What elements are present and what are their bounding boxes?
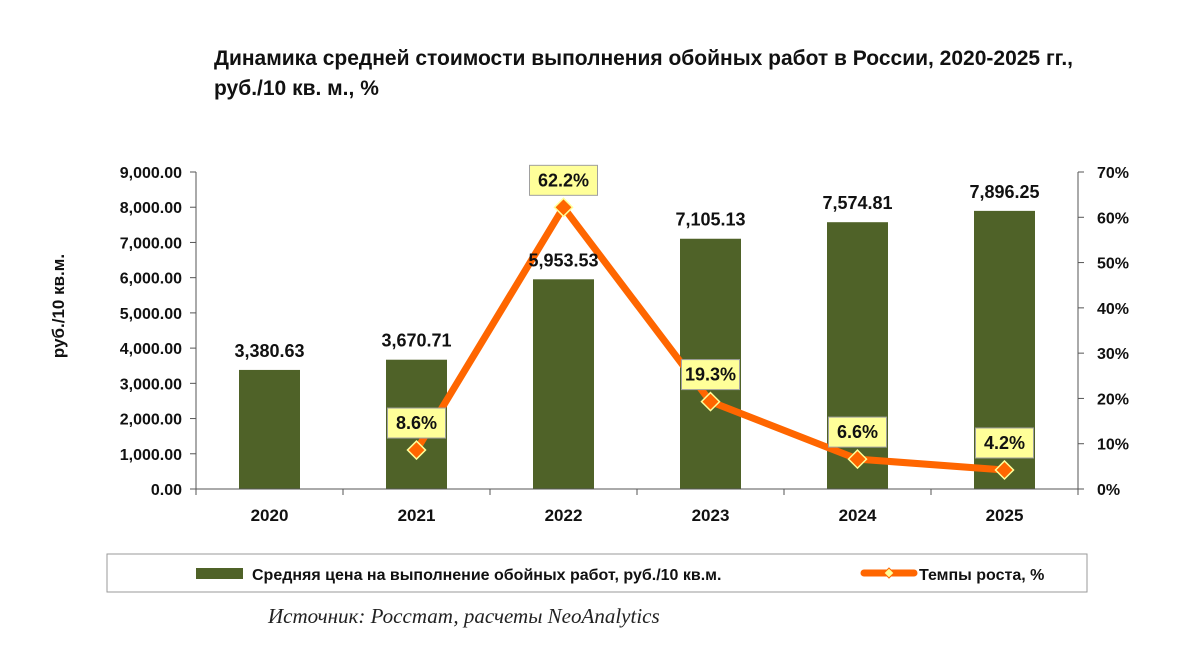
growth-line-layer <box>406 197 1015 481</box>
left-tick-label: 4,000.00 <box>120 341 182 358</box>
right-tick-label: 60% <box>1097 210 1129 227</box>
growth-label-text: 62.2% <box>538 170 589 190</box>
bar-value-label: 7,105.13 <box>675 210 745 230</box>
bars-layer <box>239 210 1035 489</box>
left-tick-label: 5,000.00 <box>120 306 182 323</box>
x-tick-label: 2025 <box>986 506 1024 525</box>
right-tick-label: 70% <box>1097 165 1129 182</box>
growth-label-text: 19.3% <box>685 365 736 385</box>
growth-label: 6.6% <box>828 416 887 448</box>
legend: Средняя цена на выполнение обойных работ… <box>106 553 1088 593</box>
growth-label-box <box>681 359 740 391</box>
growth-marker <box>406 439 427 461</box>
left-tick-label: 0.00 <box>151 482 182 499</box>
right-tick-label: 10% <box>1097 437 1129 454</box>
growth-label-text: 6.6% <box>837 422 878 442</box>
left-tick-label: 2,000.00 <box>120 412 182 429</box>
legend-box <box>106 553 1088 593</box>
axes-layer: 0.00 1,000.00 2,000.00 3,000.00 4,000.00 5,00… <box>49 165 1129 525</box>
left-tick-label: 9,000.00 <box>120 165 182 182</box>
growth-label-text: 4.2% <box>984 433 1025 453</box>
growth-label-box <box>387 407 446 439</box>
left-tick-label: 6,000.00 <box>120 271 182 288</box>
x-tick-label: 2024 <box>839 506 877 525</box>
right-tick-label: 30% <box>1097 346 1129 363</box>
labels-layer: 3,380.63 3,670.71 5,953.53 7,105.13 7,574.81… <box>234 164 1040 459</box>
right-tick-label: 20% <box>1097 391 1129 408</box>
legend-line-label: Темпы роста, % <box>919 567 1044 584</box>
growth-label-box <box>975 427 1034 459</box>
bar-value-label: 7,896.25 <box>969 182 1039 202</box>
x-tick-label: 2023 <box>692 506 730 525</box>
chart-title: Динамика средней стоимости выполнения об… <box>214 47 1074 100</box>
legend-bar-swatch <box>196 568 243 579</box>
growth-marker <box>553 197 574 218</box>
right-tick-label: 50% <box>1097 256 1129 273</box>
left-tick-label: 1,000.00 <box>120 447 182 464</box>
growth-label-text: 8.6% <box>396 413 437 433</box>
bar-value-label: 3,670.71 <box>381 331 451 351</box>
growth-marker <box>847 449 868 470</box>
left-tick-label: 7,000.00 <box>120 235 182 252</box>
right-tick-label: 0% <box>1097 482 1120 499</box>
bar-2020 <box>239 369 300 489</box>
y-axis-title: руб./10 кв.м. <box>49 254 68 358</box>
x-tick-label: 2021 <box>398 506 436 525</box>
growth-marker <box>700 391 721 412</box>
growth-label-box <box>529 164 598 196</box>
growth-marker <box>994 459 1015 481</box>
bar-value-label: 3,380.63 <box>234 341 304 361</box>
left-tick-label: 3,000.00 <box>120 376 182 393</box>
growth-label: 62.2% <box>529 164 598 196</box>
growth-label: 4.2% <box>975 427 1034 459</box>
left-tick-label: 8,000.00 <box>120 200 182 217</box>
bar-2022 <box>533 279 594 489</box>
legend-line-marker <box>883 567 895 579</box>
growth-label: 19.3% <box>681 359 740 391</box>
source-note: Источник: Росстат, расчеты NeoAnalytics <box>268 604 660 628</box>
x-tick-label: 2022 <box>545 506 583 525</box>
x-tick-label: 2020 <box>251 506 289 525</box>
legend-bar-label: Средняя цена на выполнение обойных работ… <box>252 567 721 584</box>
bar-value-label: 5,953.53 <box>528 250 598 270</box>
growth-label-box <box>828 416 887 448</box>
bar-value-label: 7,574.81 <box>822 193 892 213</box>
growth-label: 8.6% <box>387 407 446 439</box>
right-tick-label: 40% <box>1097 301 1129 318</box>
